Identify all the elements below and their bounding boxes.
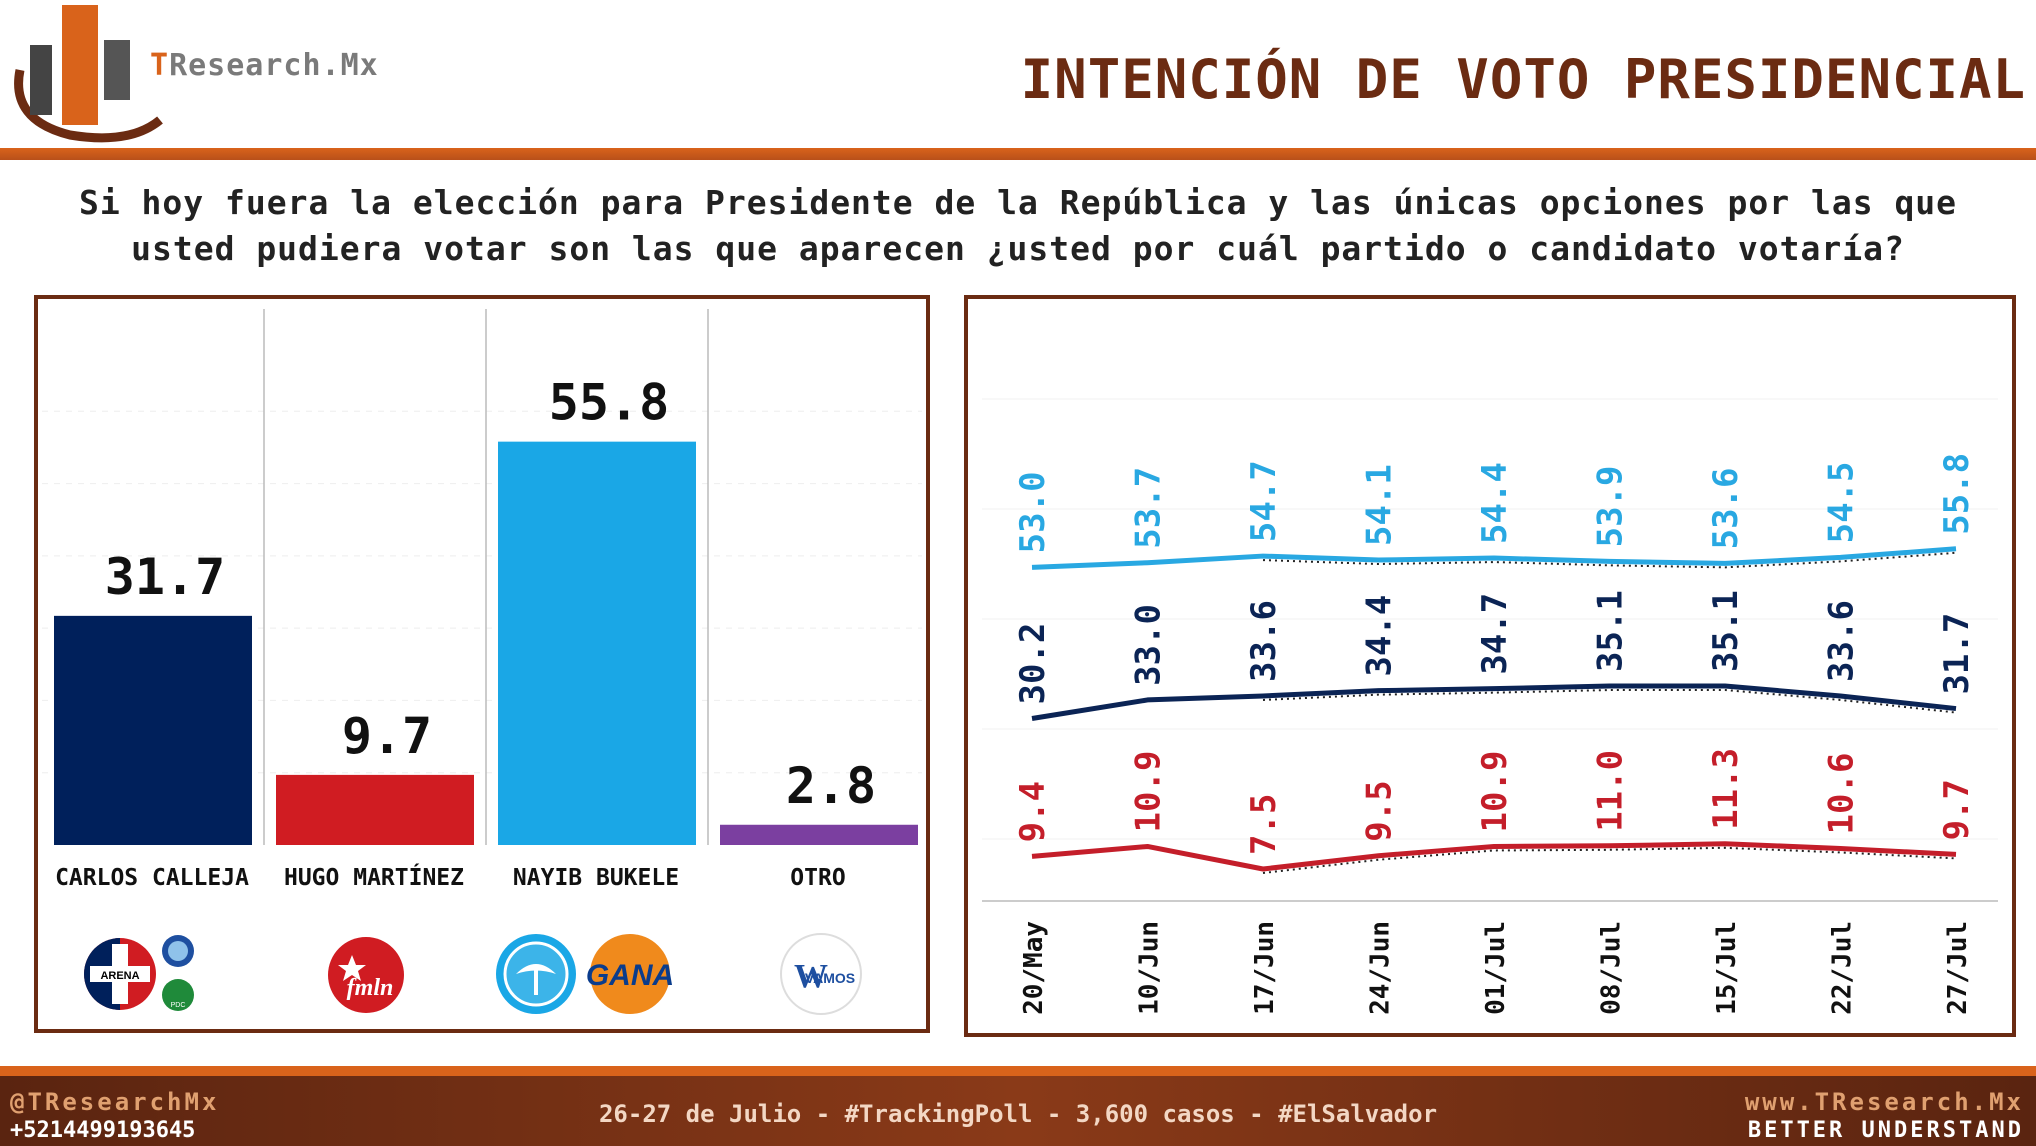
trend-line <box>1262 689 1957 714</box>
fmln-logo: fmln <box>328 937 404 1013</box>
tresearch-logo <box>14 5 163 143</box>
point-value-label: 9.5 <box>1360 780 1400 841</box>
bar <box>720 824 918 845</box>
point-value-label: 30.2 <box>1013 623 1053 705</box>
series-line <box>1031 841 1957 872</box>
bar <box>54 615 252 845</box>
bar <box>276 774 474 845</box>
header-divider <box>0 148 2036 160</box>
x-tick-label: 15/Jul <box>1712 921 1742 1015</box>
point-value-label: 53.7 <box>1129 467 1169 549</box>
point-value-label: 7.5 <box>1244 794 1284 855</box>
survey-question: Si hoy fuera la elección para Presidente… <box>78 183 1958 268</box>
footer-bar <box>0 1066 2036 1146</box>
point-value-label: 54.5 <box>1822 461 1862 543</box>
social-handle: @TResearchMx <box>10 1088 220 1116</box>
trend-line <box>1262 846 1957 874</box>
bar-value-label: 9.7 <box>342 707 432 765</box>
point-value-label: 35.1 <box>1706 590 1746 672</box>
brand-name: TResearch.Mx <box>150 48 379 83</box>
website-link[interactable]: www.TResearch.Mx <box>1744 1088 2024 1116</box>
svg-text:W: W <box>794 958 828 995</box>
point-value-label: 53.6 <box>1706 467 1746 549</box>
svg-text:VAMOS: VAMOS <box>805 970 855 986</box>
tagline: BETTER UNDERSTAND <box>1747 1118 2024 1143</box>
point-value-label: 54.7 <box>1244 460 1284 542</box>
bar-label-calleja: CARLOS CALLEJA <box>55 865 249 891</box>
point-value-label: 10.9 <box>1475 751 1515 833</box>
bar-label-otro: OTRO <box>790 865 846 891</box>
point-value-label: 53.9 <box>1591 465 1631 547</box>
vamos-logo: W VAMOS <box>780 933 862 1015</box>
x-tick-label: 08/Jul <box>1597 921 1627 1015</box>
footer-divider <box>0 1066 2036 1076</box>
point-value-label: 9.4 <box>1013 781 1053 842</box>
line-chart-panel: 53.0 53.7 54.7 54.1 54.4 53.9 53.6 54.5 55.8 30.2… <box>964 295 2016 1037</box>
point-value-label: 34.4 <box>1360 595 1400 677</box>
bar-chart-panel: 31.7 9.7 55.8 2.8 CARLOS CALLEJA HUGO MARTÍ… <box>34 295 930 1033</box>
point-value-label: 34.7 <box>1475 593 1515 675</box>
point-value-label: 54.4 <box>1475 462 1515 544</box>
point-value-label: 9.7 <box>1937 779 1977 840</box>
series-line <box>1031 546 1957 570</box>
point-value-label: 11.3 <box>1706 748 1746 830</box>
bar-value-label: 2.8 <box>786 757 876 815</box>
svg-text:GANA: GANA <box>586 959 674 992</box>
page-title: INTENCIÓN DE VOTO PRESIDENCIAL <box>1020 48 2026 111</box>
point-value-label: 35.1 <box>1591 590 1631 672</box>
point-value-label: 33.6 <box>1244 600 1284 682</box>
arena-pcn-pdc-logo: ARENA PDC <box>84 935 194 1011</box>
bar-value-label: 31.7 <box>105 548 225 606</box>
x-tick-label: 24/Jun <box>1366 921 1396 1015</box>
x-tick-label: 01/Jul <box>1481 921 1511 1015</box>
point-value-label: 10.6 <box>1822 753 1862 835</box>
point-value-label: 31.7 <box>1937 613 1977 695</box>
svg-text:PDC: PDC <box>171 1002 186 1009</box>
svg-text:fmln: fmln <box>347 975 394 1001</box>
tracking-line-chart: 53.0 53.7 54.7 54.1 54.4 53.9 53.6 54.5 55.8 30.2… <box>982 398 1998 1015</box>
gana-logo: GANA <box>496 934 674 1014</box>
series-line <box>1031 683 1957 721</box>
point-value-label: 54.1 <box>1360 464 1400 546</box>
svg-text:ARENA: ARENA <box>100 970 139 982</box>
point-value-label: 33.0 <box>1129 604 1169 686</box>
x-tick-label: 17/Jun <box>1250 921 1280 1015</box>
whatsapp-number: +5214499193645 <box>10 1118 196 1143</box>
bar <box>498 441 696 845</box>
x-tick-label: 20/May <box>1019 921 1049 1015</box>
point-value-label: 33.6 <box>1822 600 1862 682</box>
bar-label-bukele: NAYIB BUKELE <box>512 865 680 891</box>
point-value-label: 11.0 <box>1591 750 1631 832</box>
x-tick-label: 27/Jul <box>1943 921 1973 1015</box>
bar-chart: 31.7 9.7 55.8 2.8 <box>42 309 922 845</box>
point-value-label: 53.0 <box>1013 471 1053 553</box>
point-value-label: 55.8 <box>1937 453 1977 535</box>
bar-value-label: 55.8 <box>549 374 669 432</box>
trend-line <box>1262 551 1957 569</box>
x-tick-label: 22/Jul <box>1828 921 1858 1015</box>
bar-label-martinez: HUGO MARTÍNEZ <box>283 865 464 891</box>
x-tick-label: 10/Jun <box>1135 921 1165 1015</box>
poll-details: 26-27 de Julio - #TrackingPoll - 3,600 c… <box>598 1100 1438 1128</box>
point-value-label: 10.9 <box>1129 751 1169 833</box>
